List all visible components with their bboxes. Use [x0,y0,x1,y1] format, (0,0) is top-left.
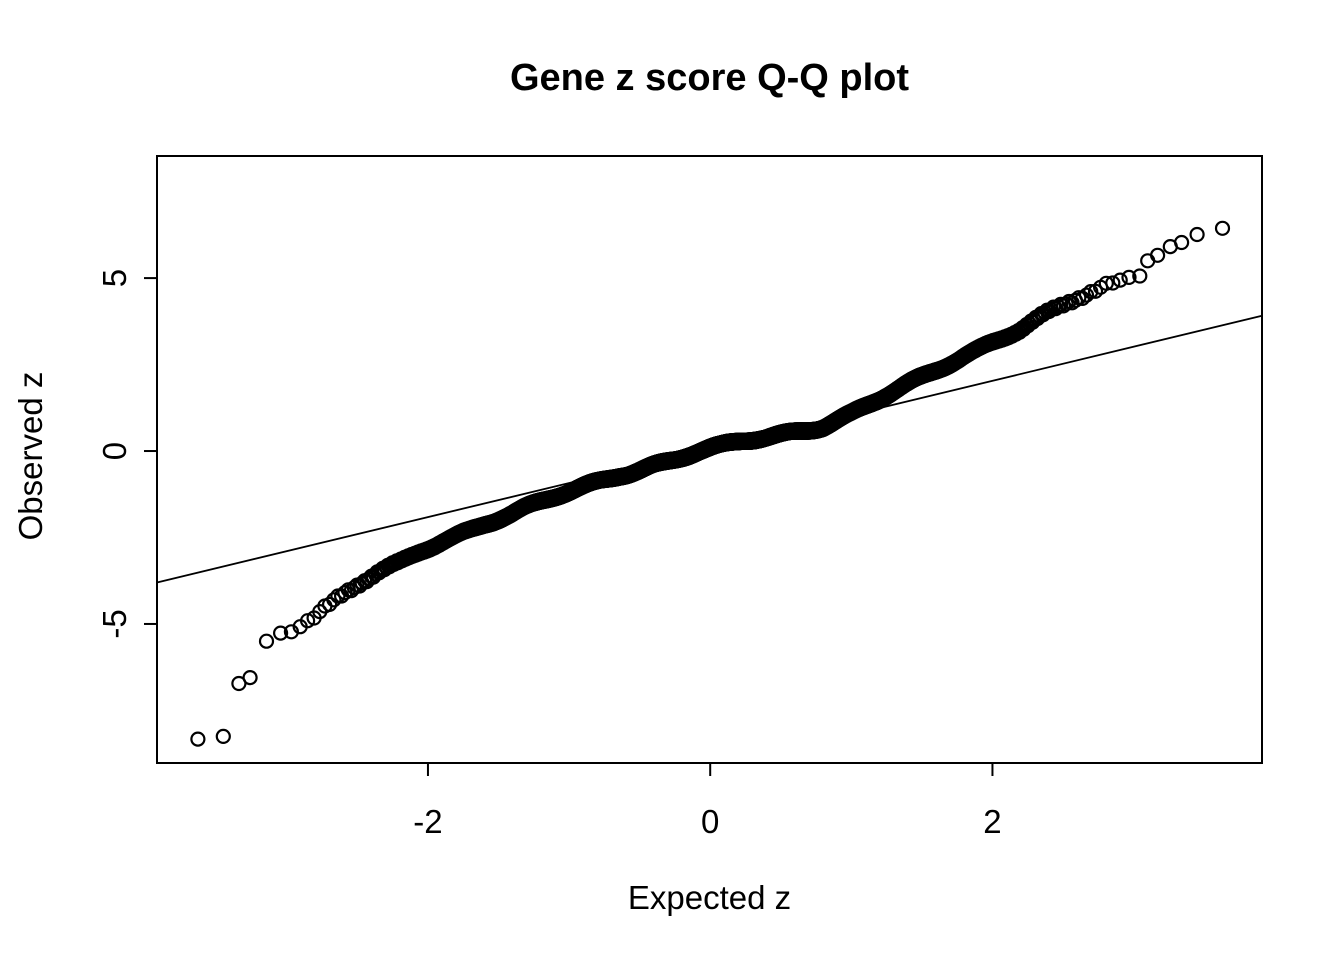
plot-box [156,155,1263,764]
outlier-point [190,731,206,747]
x-tick-label: 0 [701,803,719,840]
data-point [1121,269,1137,285]
y-axis-ticks: -5 0 5 [96,269,157,639]
data-point [258,633,275,649]
data-point [1132,268,1148,284]
x-tick-label: 2 [983,803,1001,840]
outlier-point [242,669,258,686]
outlier-point [1189,226,1205,243]
data-point [326,592,342,608]
data-point [1112,272,1128,288]
chart-title: Gene z score Q-Q plot [509,57,910,99]
y-axis-label: Observed z [12,371,49,541]
data-point [1058,296,1074,312]
x-tick-label: -2 [413,803,442,840]
outlier-point [1173,234,1190,251]
data-point [1098,275,1114,291]
data-point [273,625,289,641]
data-point [1078,287,1095,303]
outlier-point [1149,247,1166,263]
outlier-point [1214,220,1231,236]
qq-points [190,220,1231,747]
outlier-point [215,728,231,745]
data-point [322,596,338,613]
y-tick-label: -5 [96,609,133,638]
x-axis-label: Expected z [627,879,792,916]
y-tick-label: 0 [96,442,133,460]
data-point [1105,275,1121,291]
y-tick-label: 5 [96,269,133,287]
x-axis-ticks: -2 0 2 [413,763,1002,840]
